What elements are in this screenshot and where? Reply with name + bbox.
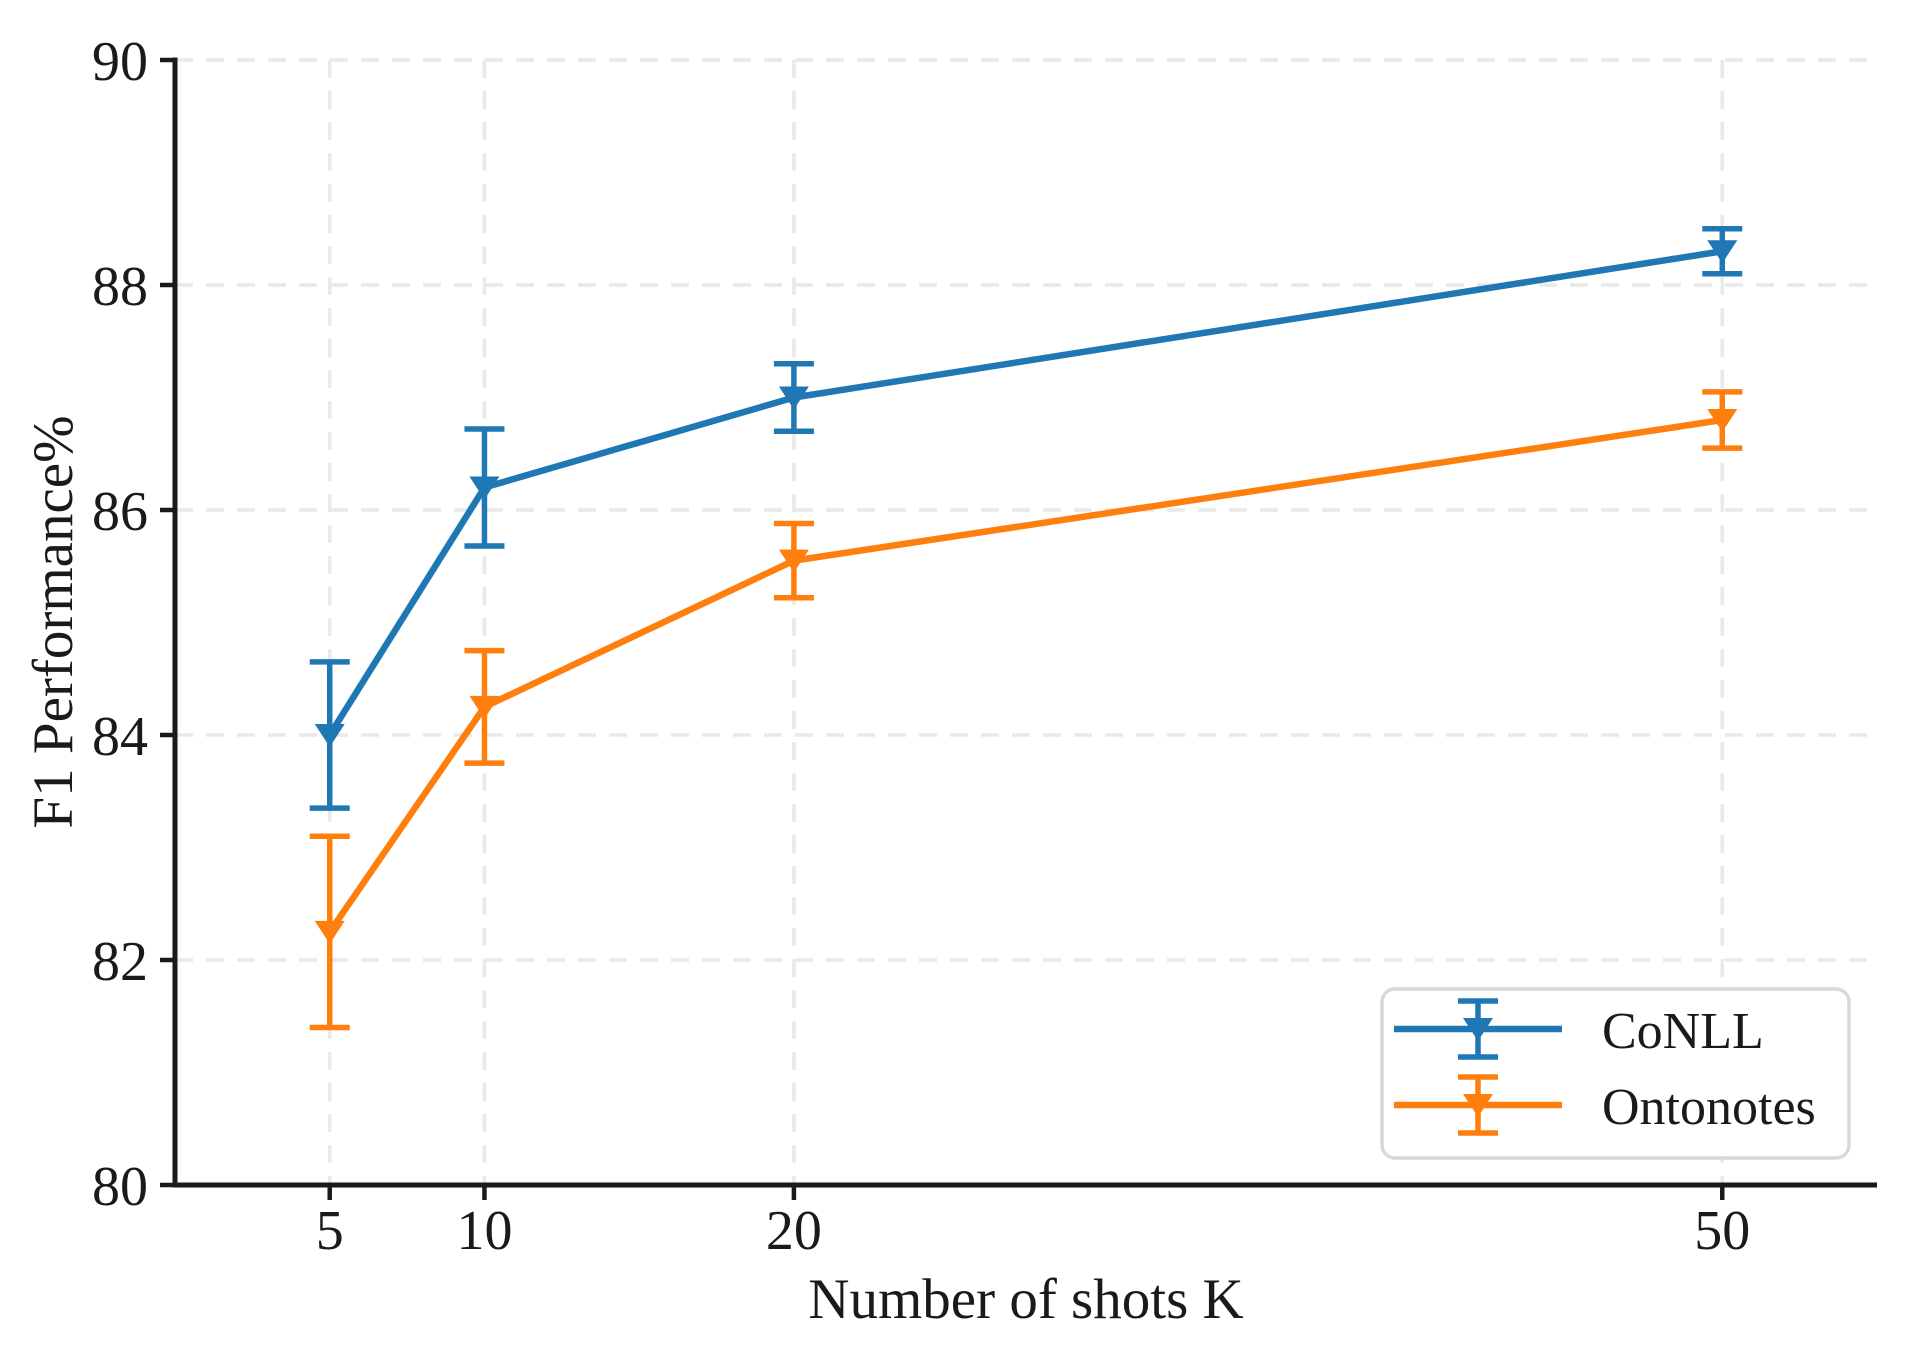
triangle-down-marker: [1463, 1018, 1493, 1041]
triangle-down-marker: [1707, 240, 1738, 264]
series-ontonotes: [309, 389, 1743, 1031]
tick-labels: 80 82 84 86 88 90 5 10 20 50: [92, 31, 1750, 1262]
y-tick-label: 82: [92, 931, 148, 993]
triangle-down-marker: [314, 920, 345, 944]
triangle-down-marker: [778, 549, 809, 573]
triangle-down-marker: [1463, 1094, 1493, 1117]
y-tick-label: 84: [92, 706, 148, 768]
y-tick-label: 80: [92, 1156, 148, 1218]
axes: [160, 57, 1877, 1200]
triangle-down-marker: [469, 476, 500, 500]
legend: CoNLL Ontonotes: [1380, 987, 1851, 1160]
y-tick-label: 88: [92, 256, 148, 318]
series-line: [326, 248, 1726, 739]
x-tick-label: 10: [456, 1200, 512, 1262]
legend-label: Ontonotes: [1602, 1079, 1816, 1136]
triangle-down-marker: [1707, 409, 1738, 432]
triangle-down-marker: [314, 724, 345, 747]
legend-entry-conll: CoNLL: [1394, 998, 1764, 1060]
y-tick-label: 90: [92, 31, 148, 93]
x-tick-label: 5: [316, 1200, 344, 1262]
triangle-down-marker: [778, 386, 809, 410]
legend-entry-ontonotes: Ontonotes: [1394, 1074, 1816, 1136]
triangle-down-marker: [469, 695, 500, 719]
legend-label: CoNLL: [1602, 1003, 1764, 1060]
y-axis-label: F1 Performance%: [22, 415, 85, 828]
x-tick-label: 50: [1694, 1200, 1750, 1262]
y-tick-label: 86: [92, 481, 148, 543]
gridlines: [175, 58, 1877, 1187]
x-axis-label: Number of shots K: [808, 1268, 1243, 1331]
axis-labels: Number of shots K F1 Performance%: [22, 415, 1244, 1331]
series-conll: [309, 226, 1743, 811]
series-line: [326, 416, 1726, 936]
data-series: [309, 226, 1743, 1031]
x-tick-label: 20: [766, 1200, 822, 1262]
